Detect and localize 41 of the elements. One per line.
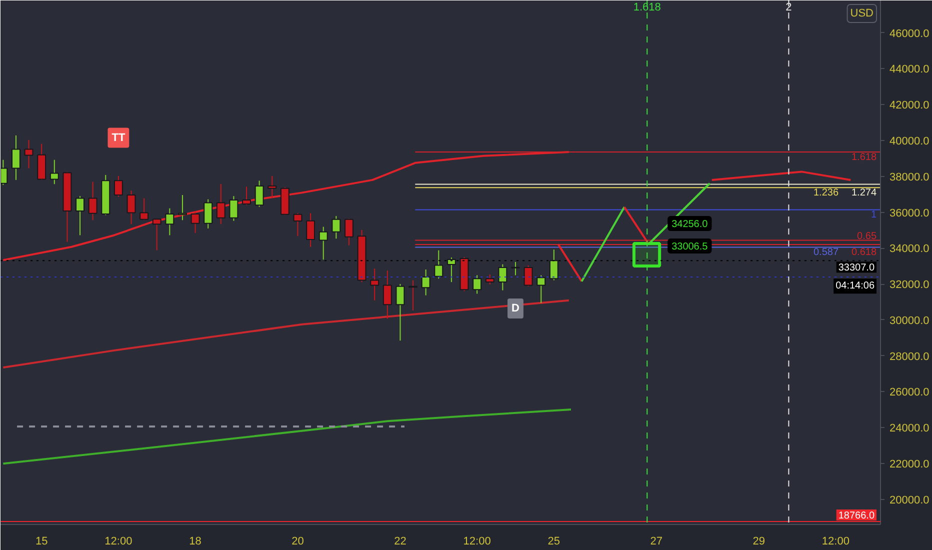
y-tick-label: 24000.0 xyxy=(890,422,930,435)
y-tick-label: 26000.0 xyxy=(890,386,930,399)
y-tick-label: 32000.0 xyxy=(890,279,930,292)
y-axis-title: USD xyxy=(850,8,874,20)
ref-line-label: 33307.0 xyxy=(838,262,875,274)
series-label: 0.618 xyxy=(851,247,877,258)
annotation: D xyxy=(512,302,520,314)
series-label: 1 xyxy=(870,210,877,221)
x-tick-label: 12:00 xyxy=(822,536,850,548)
series-label: 1.618 xyxy=(851,152,877,163)
annotation: 34256.0 xyxy=(672,219,708,230)
y-tick-label: 44000.0 xyxy=(890,64,930,76)
x-tick-label: 22 xyxy=(394,536,406,548)
x-tick-label: 20 xyxy=(292,536,304,548)
annotation: 04:14:06 xyxy=(836,280,875,292)
y-tick-label: 28000.0 xyxy=(890,350,930,363)
x-tick-label: 25 xyxy=(548,536,560,548)
y-tick-label: 40000.0 xyxy=(890,135,930,148)
x-tick-label: 27 xyxy=(650,536,662,548)
y-tick-label: 46000.0 xyxy=(890,28,930,40)
series-label: 1.274 xyxy=(851,188,877,199)
y-tick-label: 42000.0 xyxy=(890,100,930,112)
x-tick-label: 12:00 xyxy=(104,536,132,548)
x-tick-label: 29 xyxy=(752,536,765,548)
annotation: 33006.5 xyxy=(672,241,708,252)
annotation: 1.618 xyxy=(633,1,661,14)
x-tick-label: 15 xyxy=(35,536,48,548)
ref-line-label: 18766.0 xyxy=(838,510,875,522)
annotation: TT xyxy=(112,132,126,144)
x-tick-label: 18 xyxy=(189,536,202,548)
annotation: 2 xyxy=(786,1,792,14)
y-tick-label: 38000.0 xyxy=(890,171,930,184)
series-label: 1.236 xyxy=(813,188,839,199)
y-tick-label: 34000.0 xyxy=(890,243,930,256)
y-tick-label: 36000.0 xyxy=(890,207,930,220)
y-tick-label: 22000.0 xyxy=(890,458,930,470)
x-tick-label: 12:00 xyxy=(463,536,491,548)
y-tick-label: 20000.0 xyxy=(890,494,930,506)
series-label: 0.587 xyxy=(813,247,839,258)
series-label: 0.65 xyxy=(857,231,877,242)
y-tick-label: 30000.0 xyxy=(890,314,930,327)
